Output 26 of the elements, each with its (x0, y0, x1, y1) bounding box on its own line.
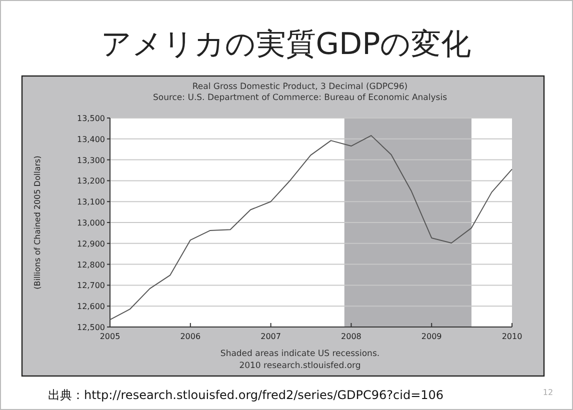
text: 2010 research.stlouisfed.org (239, 361, 361, 371)
source-note: Source: U.S. Department of Commerce: Bureau of Economic Analysis (152, 93, 448, 103)
x-tick-label: 2009 (421, 332, 442, 341)
y-tick-label: 12,700 (77, 281, 105, 290)
chart-title: アメリカの実質GDPの変化 (100, 27, 472, 62)
y-tick-label: 12,600 (77, 302, 105, 312)
x-tick-label: 2008 (341, 332, 362, 341)
y-tick-label: 12,800 (77, 260, 105, 270)
text: 12 (542, 388, 554, 397)
y-tick-label: 13,100 (77, 198, 105, 207)
y-axis-title: (Billions of Chained 2005 Dollars) (33, 156, 42, 290)
x-tick-label: 2007 (260, 332, 281, 341)
source-note: 出典：http://research.stlouisfed.org/fred2/series/GDPC96?cid=106 (48, 388, 444, 402)
y-tick-label: 13,300 (77, 156, 105, 165)
y-tick-label: 13,500 (77, 114, 105, 123)
y-tick-label: 12,900 (77, 239, 105, 248)
x-tick-label: 2006 (180, 332, 201, 341)
y-tick-label: 13,400 (77, 134, 105, 144)
y-tick-label: 13,000 (77, 218, 105, 228)
y-tick-label: 12,500 (77, 323, 105, 332)
line-series (110, 135, 512, 320)
chart-subtitle: Real Gross Domestic Product, 3 Decimal (GDPC96) (192, 82, 408, 92)
x-tick-label: 2005 (100, 332, 120, 341)
y-tick-label: 13,200 (77, 176, 105, 186)
text: Shaded areas indicate US recessions. (220, 349, 380, 359)
x-tick-label: 2010 (502, 332, 522, 341)
